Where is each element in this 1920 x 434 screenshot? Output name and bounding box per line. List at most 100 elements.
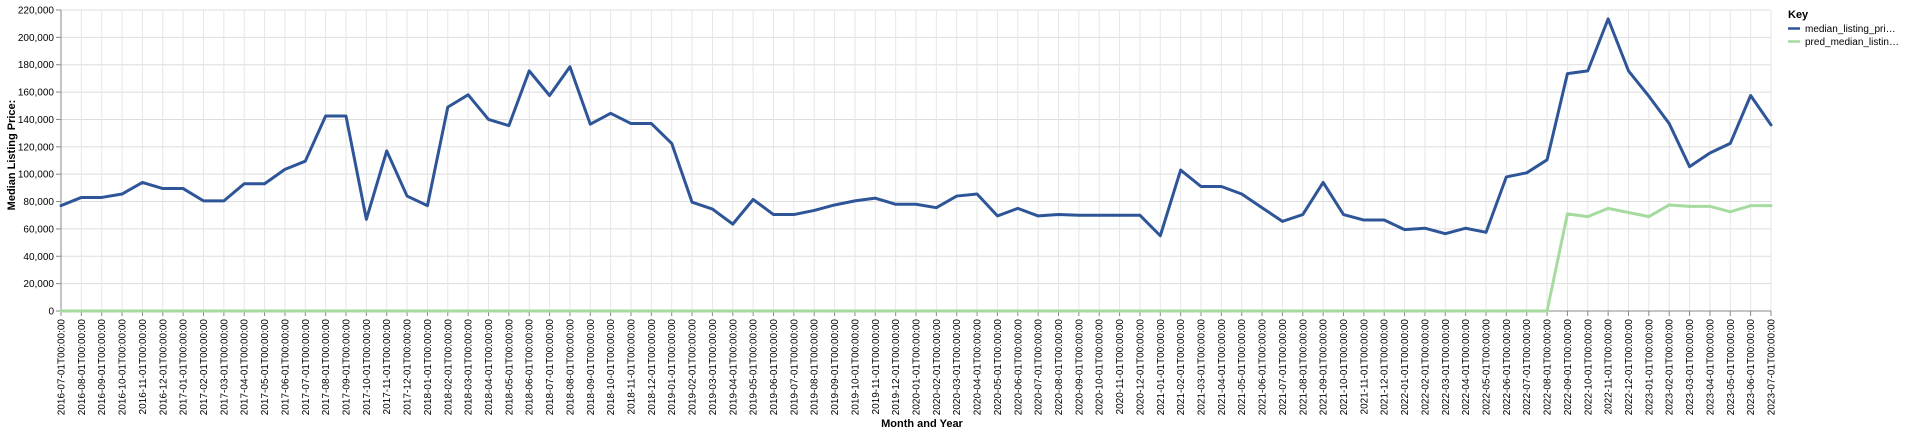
x-tick-label: 2023-02-01T00:00:00 <box>1665 319 1676 416</box>
y-tick-label: 120,000 <box>18 142 55 153</box>
y-tick-label: 140,000 <box>18 115 55 126</box>
x-tick-label: 2019-12-01T00:00:00 <box>891 319 902 416</box>
x-tick-label: 2019-01-01T00:00:00 <box>667 319 678 416</box>
x-tick-label: 2017-06-01T00:00:00 <box>280 319 291 416</box>
legend: Key median_listing_pri… pred_median_listi… <box>1788 9 1899 48</box>
x-tick-label: 2021-03-01T00:00:00 <box>1197 319 1208 416</box>
x-tick-label: 2022-03-01T00:00:00 <box>1441 319 1452 416</box>
x-tick-label: 2022-02-01T00:00:00 <box>1420 319 1431 416</box>
series-layer <box>59 17 1773 313</box>
x-tick-label: 2020-07-01T00:00:00 <box>1034 319 1045 416</box>
x-tick-label: 2016-07-01T00:00:00 <box>57 319 68 416</box>
x-tick-label: 2017-07-01T00:00:00 <box>301 319 312 416</box>
y-tick-label: 80,000 <box>23 197 54 208</box>
x-tick-label: 2022-05-01T00:00:00 <box>1482 319 1493 416</box>
x-tick-label: 2018-01-01T00:00:00 <box>423 319 434 416</box>
x-tick-label: 2020-02-01T00:00:00 <box>932 319 943 416</box>
x-tick-label: 2017-04-01T00:00:00 <box>240 319 251 416</box>
x-tick-label: 2022-01-01T00:00:00 <box>1400 319 1411 416</box>
x-tick-label: 2018-12-01T00:00:00 <box>647 319 658 416</box>
x-tick-label: 2016-11-01T00:00:00 <box>138 319 149 415</box>
x-tick-label: 2020-03-01T00:00:00 <box>952 319 963 416</box>
x-tick-label: 2019-03-01T00:00:00 <box>708 319 719 416</box>
x-tick-label: 2018-02-01T00:00:00 <box>443 319 454 416</box>
y-tick-label: 200,000 <box>18 33 55 44</box>
x-tick-label: 2023-06-01T00:00:00 <box>1746 319 1757 416</box>
x-tick-label: 2018-10-01T00:00:00 <box>606 319 617 416</box>
x-tick-label: 2021-12-01T00:00:00 <box>1380 319 1391 416</box>
x-tick-label: 2016-08-01T00:00:00 <box>77 319 88 416</box>
x-tick-label: 2023-03-01T00:00:00 <box>1685 319 1696 416</box>
x-tick-label: 2020-06-01T00:00:00 <box>1013 319 1024 416</box>
x-tick-label: 2018-09-01T00:00:00 <box>586 319 597 416</box>
x-axis: 2016-07-01T00:00:00 2016-08-01T00:00:00 20… <box>57 310 1778 416</box>
x-tick-label: 2017-09-01T00:00:00 <box>342 319 353 416</box>
y-tick-label: 40,000 <box>23 252 54 263</box>
x-tick-label: 2023-04-01T00:00:00 <box>1705 319 1716 416</box>
x-tick-label: 2019-02-01T00:00:00 <box>688 319 699 416</box>
x-tick-label: 2020-08-01T00:00:00 <box>1054 319 1065 416</box>
x-tick-label: 2022-11-01T00:00:00 <box>1604 319 1615 415</box>
x-tick-label: 2019-11-01T00:00:00 <box>871 319 882 415</box>
x-axis-title: Month and Year <box>881 418 963 430</box>
x-tick-label: 2018-07-01T00:00:00 <box>545 319 556 416</box>
x-tick-label: 2021-07-01T00:00:00 <box>1278 319 1289 416</box>
x-tick-label: 2017-01-01T00:00:00 <box>179 319 190 416</box>
legend-label: pred_median_listin… <box>1805 37 1899 48</box>
x-tick-label: 2021-04-01T00:00:00 <box>1217 319 1228 416</box>
x-tick-label: 2018-11-01T00:00:00 <box>627 319 638 415</box>
x-tick-label: 2017-11-01T00:00:00 <box>382 319 393 415</box>
x-tick-label: 2020-09-01T00:00:00 <box>1074 319 1085 416</box>
x-tick-label: 2020-11-01T00:00:00 <box>1115 319 1126 415</box>
x-tick-label: 2020-12-01T00:00:00 <box>1135 319 1146 416</box>
x-tick-label: 2020-04-01T00:00:00 <box>973 319 984 416</box>
x-tick-label: 2020-01-01T00:00:00 <box>912 319 923 416</box>
x-tick-label: 2021-02-01T00:00:00 <box>1176 319 1187 416</box>
x-tick-label: 2019-04-01T00:00:00 <box>728 319 739 416</box>
legend-label: median_listing_pri… <box>1805 24 1896 35</box>
y-tick-label: 100,000 <box>18 170 55 181</box>
x-tick-label: 2019-07-01T00:00:00 <box>789 319 800 416</box>
x-tick-label: 2016-09-01T00:00:00 <box>97 319 108 416</box>
x-tick-label: 2022-07-01T00:00:00 <box>1522 319 1533 416</box>
x-tick-label: 2020-05-01T00:00:00 <box>993 319 1004 416</box>
x-tick-label: 2017-03-01T00:00:00 <box>219 319 230 416</box>
y-tick-label: 20,000 <box>23 279 54 290</box>
x-tick-label: 2021-05-01T00:00:00 <box>1237 319 1248 416</box>
x-tick-label: 2022-10-01T00:00:00 <box>1583 319 1594 416</box>
x-tick-label: 2016-12-01T00:00:00 <box>158 319 169 416</box>
x-tick-label: 2019-09-01T00:00:00 <box>830 319 841 416</box>
x-tick-label: 2021-06-01T00:00:00 <box>1258 319 1269 416</box>
x-tick-label: 2018-03-01T00:00:00 <box>464 319 475 416</box>
x-tick-label: 2018-05-01T00:00:00 <box>504 319 515 416</box>
x-tick-label: 2018-08-01T00:00:00 <box>565 319 576 416</box>
legend-title: Key <box>1788 9 1809 21</box>
x-tick-label: 2018-04-01T00:00:00 <box>484 319 495 416</box>
x-tick-label: 2022-08-01T00:00:00 <box>1543 319 1554 416</box>
x-tick-label: 2016-10-01T00:00:00 <box>118 319 129 416</box>
x-tick-label: 2019-05-01T00:00:00 <box>749 319 760 416</box>
y-tick-label: 0 <box>48 307 54 318</box>
y-axis: 0 20,000 40,000 60,000 80,000 100,000 120,000 1… <box>18 6 62 318</box>
x-tick-label: 2023-07-01T00:00:00 <box>1767 319 1778 416</box>
x-tick-label: 2017-02-01T00:00:00 <box>199 319 210 416</box>
x-tick-label: 2017-08-01T00:00:00 <box>321 319 332 416</box>
x-tick-label: 2017-10-01T00:00:00 <box>362 319 373 416</box>
x-tick-label: 2021-08-01T00:00:00 <box>1298 319 1309 416</box>
series-line-1 <box>59 17 1773 238</box>
x-tick-label: 2021-01-01T00:00:00 <box>1156 319 1167 416</box>
x-tick-label: 2017-12-01T00:00:00 <box>403 319 414 416</box>
x-tick-label: 2022-09-01T00:00:00 <box>1563 319 1574 416</box>
x-tick-label: 2022-04-01T00:00:00 <box>1461 319 1472 416</box>
x-tick-label: 2022-06-01T00:00:00 <box>1502 319 1513 416</box>
x-tick-label: 2023-05-01T00:00:00 <box>1726 319 1737 416</box>
x-tick-label: 2023-01-01T00:00:00 <box>1644 319 1655 416</box>
x-tick-label: 2017-05-01T00:00:00 <box>260 319 271 416</box>
y-axis-title: Median Listing Price: <box>6 100 18 211</box>
x-tick-label: 2020-10-01T00:00:00 <box>1095 319 1106 416</box>
x-tick-label: 2021-10-01T00:00:00 <box>1339 319 1350 416</box>
y-tick-label: 160,000 <box>18 88 55 99</box>
x-tick-label: 2021-11-01T00:00:00 <box>1359 319 1370 415</box>
x-tick-label: 2019-10-01T00:00:00 <box>850 319 861 416</box>
